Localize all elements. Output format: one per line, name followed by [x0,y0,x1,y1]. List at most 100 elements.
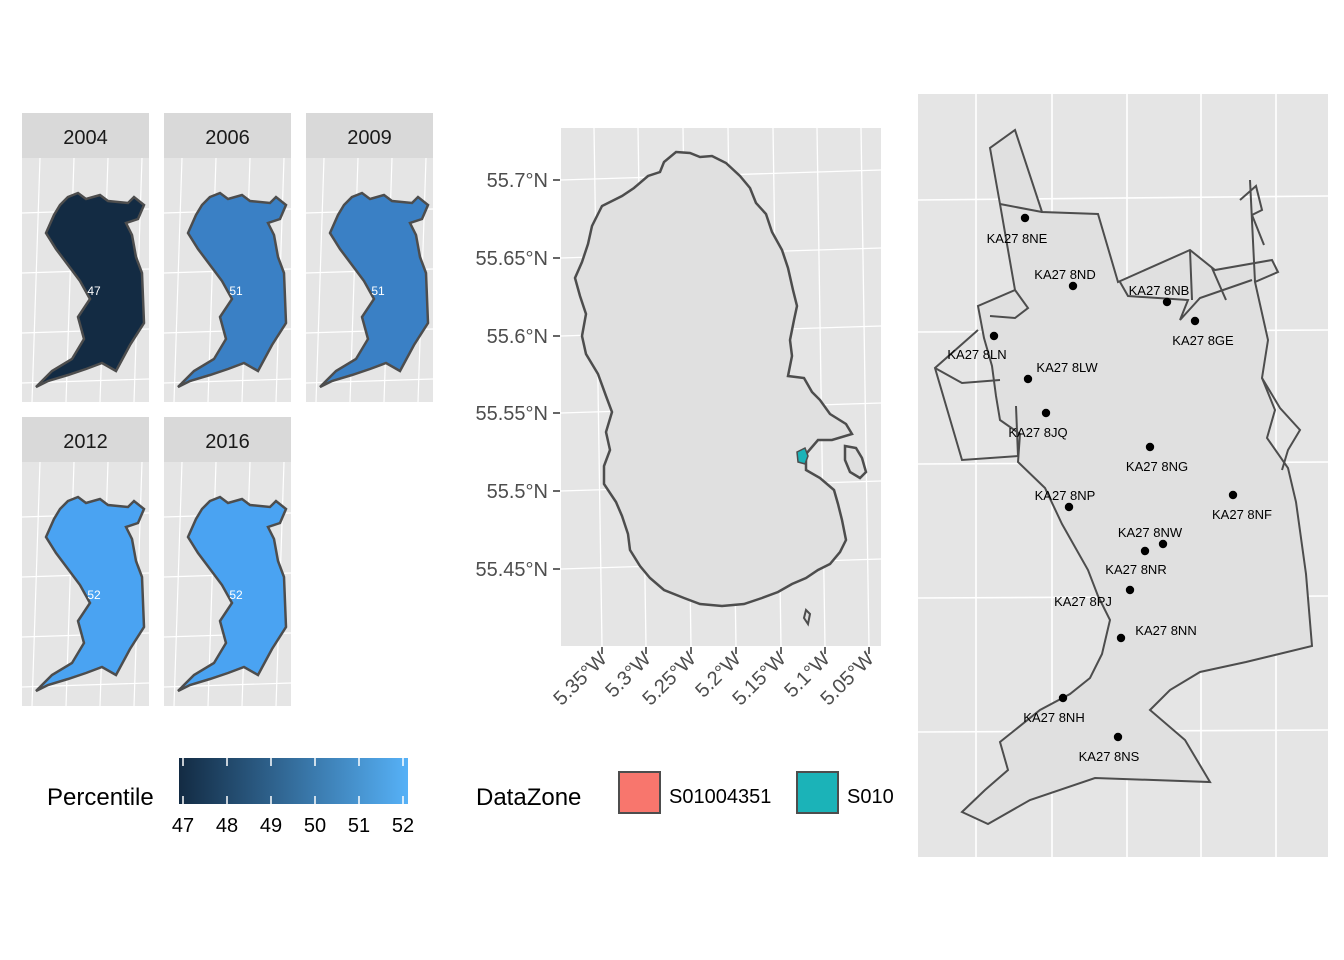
postcode-marker: KA27 8NE [987,213,1048,246]
datazone-legend-label: S01004351 [669,786,771,808]
island-map-longitude-axis: 5.35°W5.3°W5.25°W5.2°W5.15°W5.1°W5.05°W [549,647,879,710]
postcode-point [1023,374,1033,384]
facet-strip-label: 2004 [63,127,108,149]
postcode-marker: KA27 8NR [1105,546,1167,577]
facet-2004: 2004 47 [21,113,150,403]
facet-value-label: 51 [371,284,385,298]
postcode-point [1190,316,1200,326]
facet-strip [306,113,433,158]
facet-strip [22,113,149,158]
postcode-label: KA27 8NR [1105,562,1166,577]
facet-strip-label: 2016 [205,431,250,453]
postcode-point [1113,732,1123,742]
postcode-marker: KA27 8NS [1079,732,1140,764]
longitude-gridline [593,128,603,646]
faceted-percentile-maps: 2004 47 2006 51 2009 51 2012 52 2016 52 [21,113,434,707]
percentile-colorbar [179,758,408,804]
postcode-point [1140,546,1150,556]
postcode-label: KA27 8GE [1172,333,1234,348]
postcode-point [1064,502,1074,512]
postcode-marker: KA27 8LW [1023,360,1098,384]
postcode-point [1068,281,1078,291]
postcode-point [1058,693,1068,703]
postcode-point [1125,585,1135,595]
postcode-marker: KA27 8PJ [1054,585,1135,609]
datazone-highlight [796,446,809,465]
postcode-point [1041,408,1051,418]
colorbar-tick-label: 48 [216,815,238,837]
datazone-legend: DataZone S01004351 S010 [476,771,894,814]
postcode-point [1158,539,1168,549]
colorbar-tick-label: 52 [392,815,414,837]
postcode-label: KA27 8NE [987,231,1048,246]
facet-strip-label: 2012 [63,431,108,453]
postcode-label: KA27 8NS [1079,749,1140,764]
postcode-marker: KA27 8NF [1212,490,1272,522]
percentile-legend-ticks: 47 48 49 50 51 52 [172,758,414,837]
colorbar-tick-label: 47 [172,815,194,837]
latitude-tick-label: 55.6°N [487,326,548,348]
postcode-marker: KA27 8NB [1129,283,1190,307]
colorbar-tick-label: 51 [348,815,370,837]
pladda-islet [802,608,812,627]
facet-value-label: 51 [229,284,243,298]
postcode-point [989,331,999,341]
datazone-legend-item: S010 [796,771,894,814]
postcode-point [1020,213,1030,223]
postcode-marker: KA27 8JQ [1008,408,1068,440]
postcode-label: KA27 8NN [1135,623,1196,638]
latitude-tick-label: 55.7°N [487,170,548,192]
facet-value-label: 52 [87,588,101,602]
boundary-lines [933,179,1302,471]
postcode-label: KA27 8NP [1035,488,1096,503]
percentile-legend-title: Percentile [47,784,154,811]
datazone-legend-key [796,771,839,814]
facet-strip-label: 2006 [205,127,250,149]
postcode-label: KA27 8ND [1034,267,1095,282]
postcode-marker: KA27 8ND [1034,267,1096,291]
postcode-label: KA27 8PJ [1054,594,1112,609]
postcode-marker: KA27 8NN [1116,623,1197,643]
postcode-point [1162,297,1172,307]
latitude-tick-label: 55.65°N [476,248,549,270]
postcode-points: KA27 8NE KA27 8ND KA27 8NB KA27 8GE KA27 8LN… [947,213,1272,764]
facet-value-label: 52 [229,588,243,602]
facet-strip [22,417,149,462]
facet-value-label: 47 [87,284,101,298]
colorbar-tick-label: 49 [260,815,282,837]
facet-strip-label: 2009 [347,127,392,149]
postcode-marker: KA27 8NW [1118,525,1183,549]
facet-strip [164,417,291,462]
datazone-legend-title: DataZone [476,784,581,811]
postcode-point [1228,490,1238,500]
longitude-gridline [860,128,870,646]
latitude-tick-label: 55.5°N [487,481,548,503]
datazone-boundary [960,128,1314,826]
postcode-point [1116,633,1126,643]
postcode-label: KA27 8NB [1129,283,1190,298]
holy-isle-outline [843,444,868,480]
longitude-tick-label: 5.35°W [549,648,611,710]
postcode-marker: KA27 8NH [1023,693,1085,725]
facet-2006: 2006 51 [163,113,292,403]
postcode-label: KA27 8JQ [1008,425,1067,440]
postcode-label: KA27 8NH [1023,710,1084,725]
postcode-map: KA27 8NE KA27 8ND KA27 8NB KA27 8GE KA27 8LN… [918,94,1328,857]
postcode-marker: KA27 8NG [1126,442,1188,474]
percentile-legend: Percentile 47 48 49 50 51 52 [47,758,414,837]
postcode-marker: KA27 8NP [1035,488,1096,512]
postcode-label: KA27 8LN [947,347,1006,362]
facet-2016: 2016 52 [163,417,292,707]
island-outline [573,150,854,608]
postcode-label: KA27 8NW [1118,525,1183,540]
colorbar-tick-label: 50 [304,815,326,837]
island-map: 55.7°N55.65°N55.6°N55.55°N55.5°N55.45°N … [476,128,881,710]
latitude-tick-label: 55.45°N [476,559,549,581]
island-map-latitude-axis: 55.7°N 55.65°N 55.6°N 55.55°N 55.5°N 55.45°N [476,170,560,581]
postcode-point [1145,442,1155,452]
datazone-legend-label: S010 [847,786,894,808]
postcode-label: KA27 8NF [1212,507,1272,522]
latitude-tick-label: 55.55°N [476,403,549,425]
postcode-marker: KA27 8GE [1172,316,1234,348]
